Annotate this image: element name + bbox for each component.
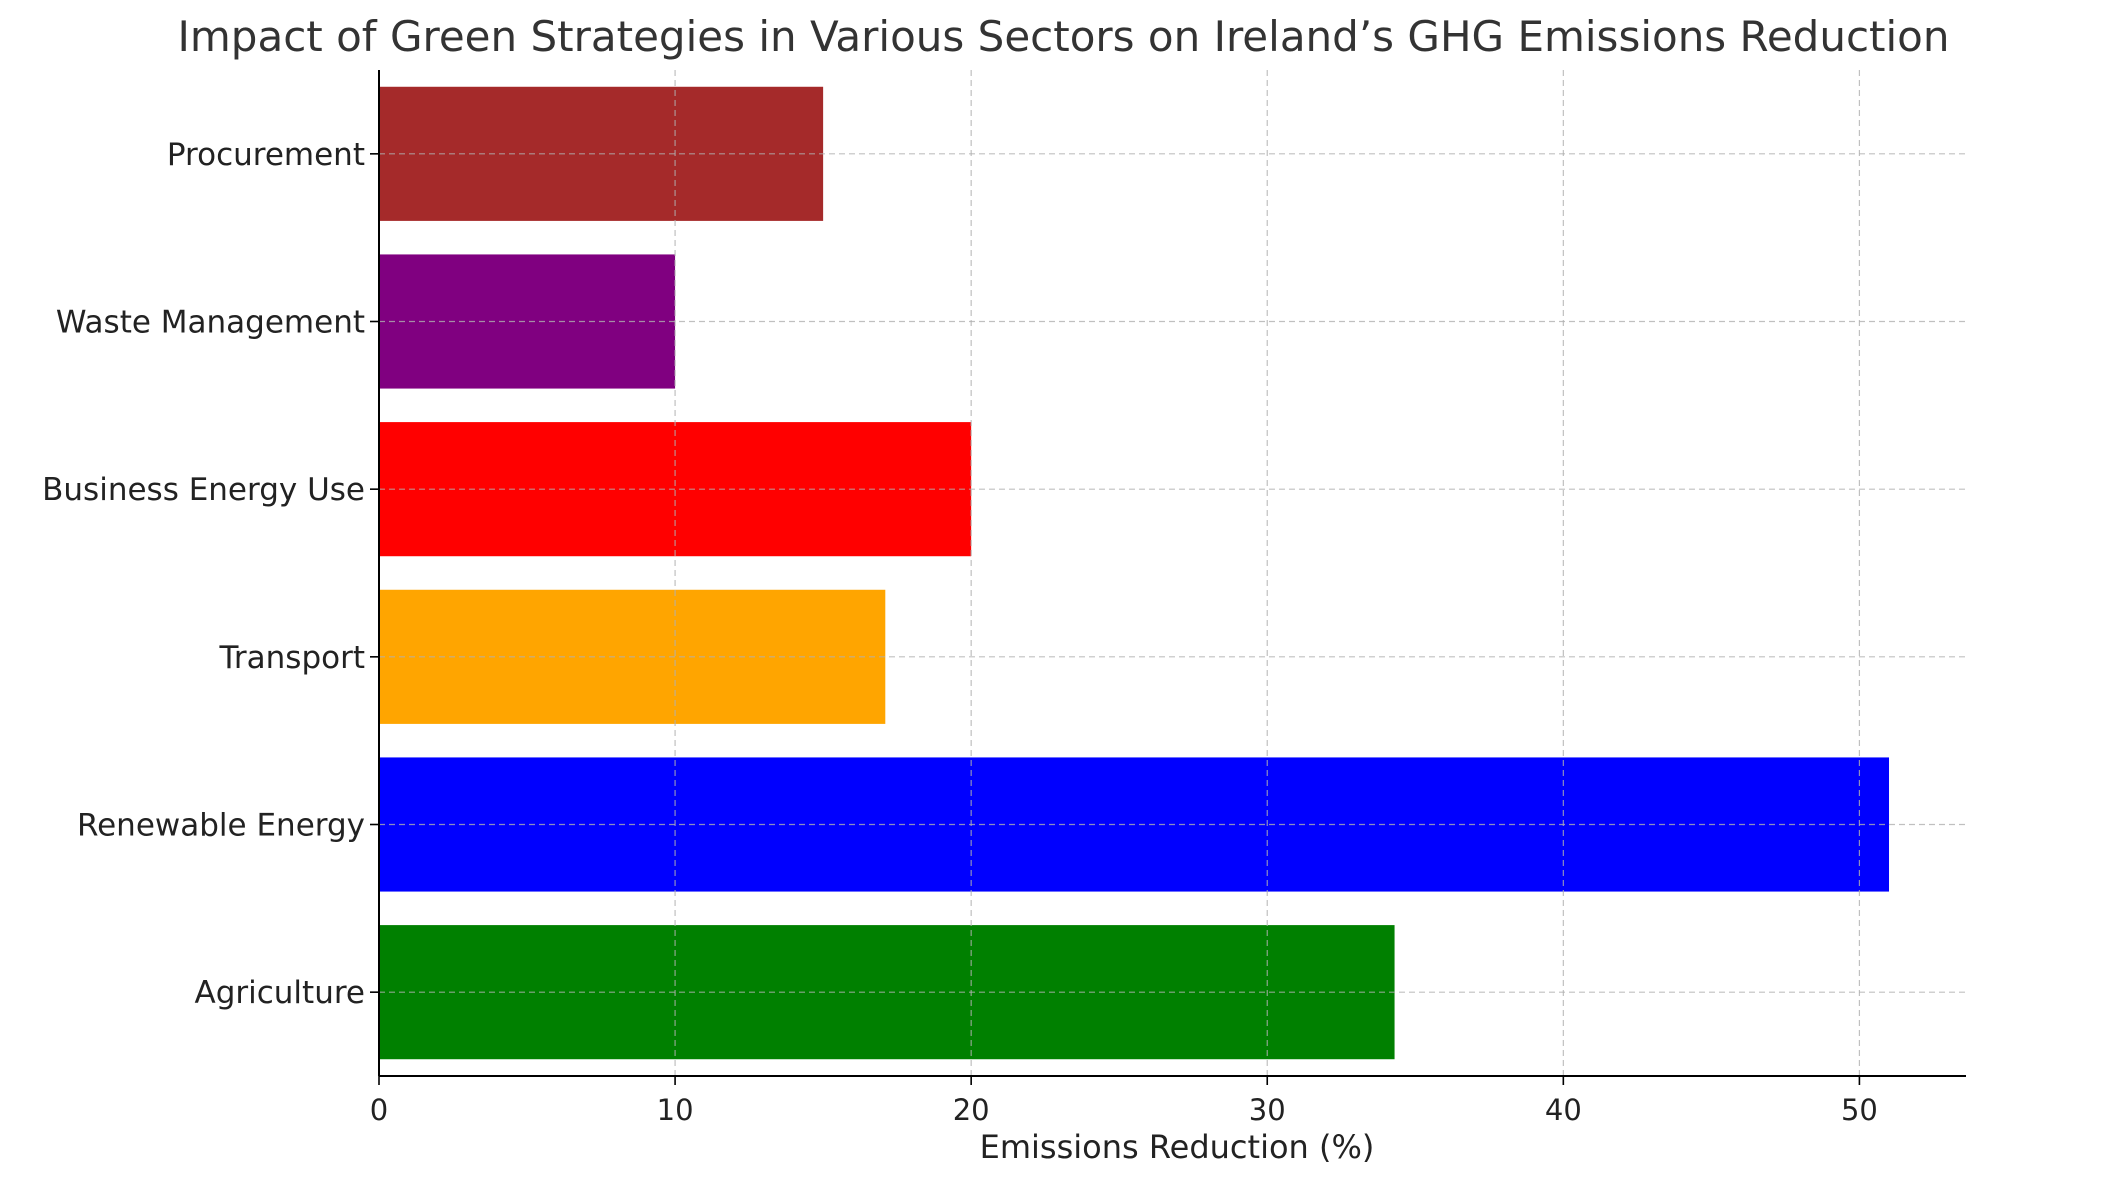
- x-tick-label: 10: [657, 1093, 694, 1127]
- axis-layer: 0 10 20 30 40 50 Agriculture Renewable Energy Tr…: [42, 70, 1966, 1127]
- x-tick-label: 40: [1545, 1093, 1582, 1127]
- y-tick-label: Procurement: [167, 137, 365, 173]
- chart-title: Impact of Green Strategies in Various Se…: [177, 12, 1950, 61]
- y-tick-label: Transport: [219, 640, 365, 676]
- x-axis-label: Emissions Reduction (%): [980, 1128, 1375, 1166]
- y-tick-label: Agriculture: [195, 975, 366, 1011]
- bar-agriculture: [379, 925, 1395, 1060]
- grid-layer: [379, 70, 1966, 1076]
- x-tick-label: 0: [370, 1093, 388, 1127]
- bar-layer: [379, 86, 1890, 1060]
- y-tick-label: Waste Management: [56, 305, 365, 341]
- x-tick-label: 50: [1841, 1093, 1878, 1127]
- x-tick-label: 30: [1249, 1093, 1286, 1127]
- bar-waste-management: [379, 254, 676, 389]
- y-tick-label: Renewable Energy: [77, 808, 365, 844]
- y-tick-label: Business Energy Use: [42, 472, 365, 508]
- x-tick-label: 20: [953, 1093, 990, 1127]
